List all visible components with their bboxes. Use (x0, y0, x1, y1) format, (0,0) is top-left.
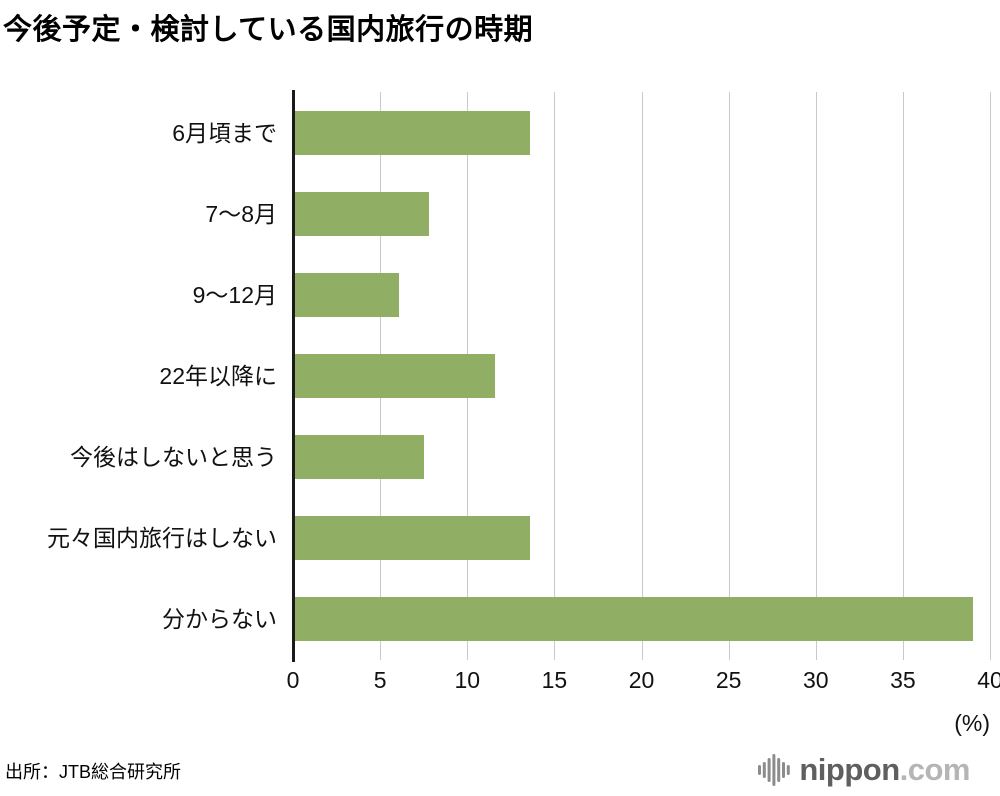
x-tick-label-15: 15 (541, 667, 568, 693)
y-axis-line (292, 90, 295, 662)
nippon-logo: nippon.com (758, 752, 971, 788)
category-label-1: 7～8月 (205, 200, 277, 227)
gridline-35 (902, 92, 904, 660)
logo-text-nippon: nippon (799, 752, 900, 787)
bar-2 (293, 272, 400, 317)
x-tick-label-20: 20 (628, 667, 655, 693)
category-label-2: 9～12月 (192, 281, 277, 308)
logo-text: nippon.com (799, 752, 970, 788)
category-axis: 6月頃まで 7～8月 9～12月 22年以降に今後はしないと思う元々国内旅行はしない分… (0, 92, 285, 660)
value-axis: 0 5 10 15 20 25 30 35 40 (287, 667, 1000, 697)
logo-text-com: .com (899, 752, 971, 787)
x-tick-label-0: 0 (286, 667, 300, 693)
category-label-3: 22年以降に (159, 363, 277, 389)
soundwave-icon (758, 754, 791, 786)
gridline-20 (641, 92, 643, 660)
x-tick-label-5: 5 (373, 667, 387, 693)
category-label-4: 今後はしないと思う (70, 444, 277, 471)
gridline-40 (990, 92, 991, 660)
bar-0 (293, 110, 530, 155)
x-tick-label-35: 35 (890, 667, 916, 693)
gridline-30 (815, 92, 817, 660)
source-label: 出所：JTB総合研究所 (5, 762, 182, 782)
bar-4 (293, 435, 424, 480)
x-tick-label-40: 40 (977, 667, 1000, 693)
gridline-25 (728, 92, 730, 660)
bar-6 (293, 597, 973, 642)
bar-1 (293, 191, 429, 236)
category-label-6: 分からない (162, 606, 277, 633)
x-tick-label-10: 10 (454, 667, 481, 693)
axis-unit-label: (%) (954, 710, 990, 736)
category-label-5: 元々国内旅行はしない (47, 525, 277, 552)
plot-area (292, 90, 991, 662)
x-tick-label-25: 25 (715, 667, 742, 693)
category-label-0: 6月頃まで (172, 119, 277, 146)
x-tick-label-30: 30 (802, 667, 829, 693)
bar-5 (293, 516, 530, 561)
chart-title: 今後予定・検討している国内旅行の時期 (3, 14, 534, 46)
gridline-15 (554, 92, 556, 660)
bar-3 (293, 354, 496, 398)
